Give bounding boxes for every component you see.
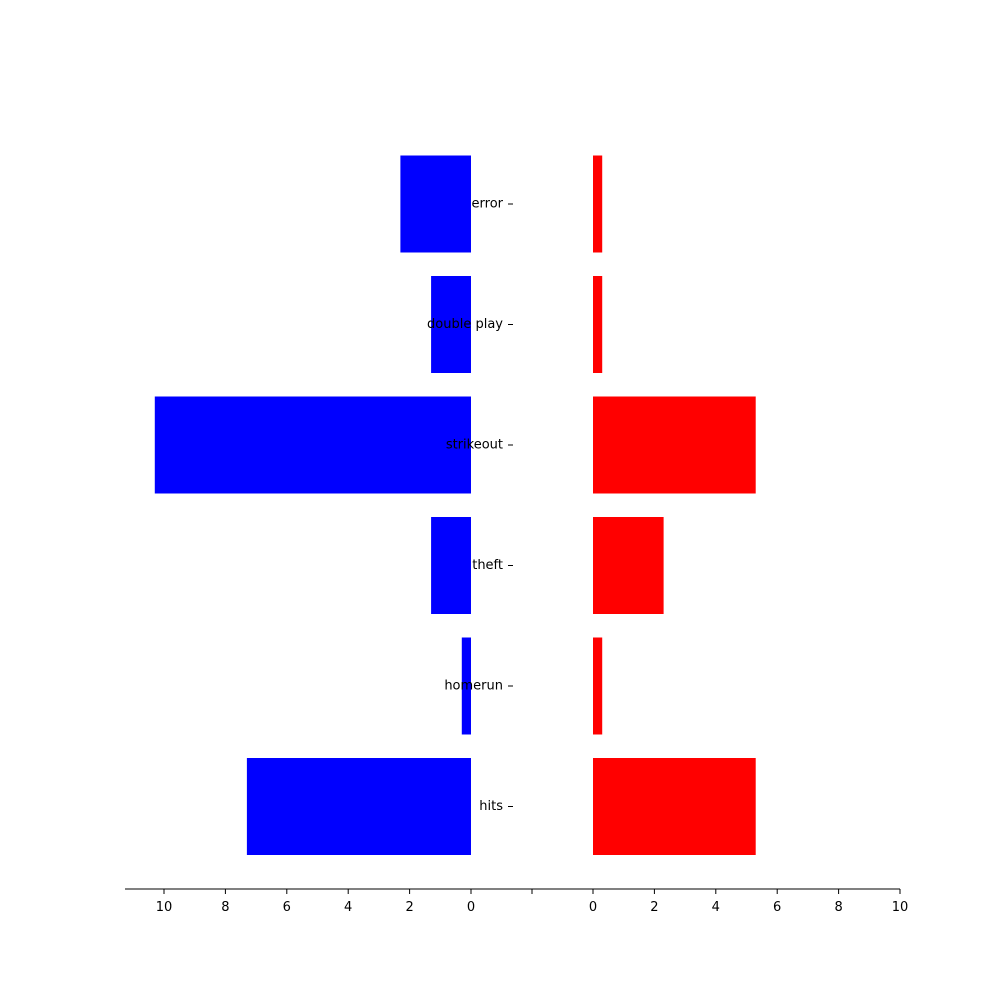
x-tick-label: 6 xyxy=(283,900,291,915)
x-tick-label: 2 xyxy=(405,900,413,915)
x-tick-label: 0 xyxy=(467,900,475,915)
left-bar xyxy=(154,396,472,494)
left-bar xyxy=(400,155,471,253)
x-tick-label: 4 xyxy=(344,900,352,915)
x-tick-label: 10 xyxy=(156,900,173,915)
x-tick-label: 8 xyxy=(221,900,229,915)
x-tick-label: 4 xyxy=(712,900,720,915)
right-series-bars xyxy=(593,155,756,855)
x-axis-ticks: 10 8 6 4 2 0 0 2 4 6 8 10 xyxy=(156,889,909,915)
left-bar xyxy=(461,637,471,735)
category-label: double play xyxy=(427,317,503,332)
category-label: hits xyxy=(479,799,503,814)
right-bar xyxy=(593,396,756,494)
category-label: theft xyxy=(472,558,503,573)
right-bar xyxy=(593,517,664,614)
right-bar xyxy=(593,276,603,373)
category-labels: hits homerun theft strikeout double play erro… xyxy=(427,197,513,814)
x-tick-label: 6 xyxy=(773,900,781,915)
category-label: homerun xyxy=(444,679,503,694)
x-tick-label: 0 xyxy=(589,900,597,915)
category-label: strikeout xyxy=(446,438,503,453)
left-bar xyxy=(431,517,471,614)
x-tick-label: 10 xyxy=(892,900,909,915)
right-bar xyxy=(593,758,756,855)
right-bar xyxy=(593,155,603,253)
category-label: error xyxy=(472,197,504,212)
left-bar xyxy=(431,276,471,373)
right-bar xyxy=(593,637,603,735)
x-tick-label: 8 xyxy=(834,900,842,915)
x-tick-label: 2 xyxy=(650,900,658,915)
left-bar xyxy=(246,758,471,855)
left-series-bars xyxy=(154,155,472,855)
